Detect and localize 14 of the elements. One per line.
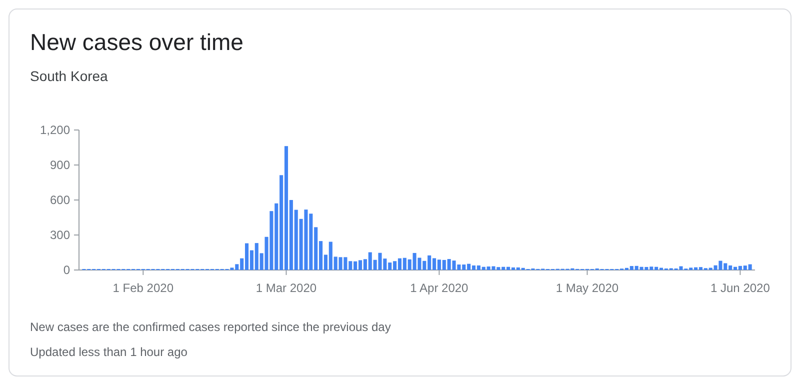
text: Updated less than 1 hour ago	[30, 345, 188, 359]
x-tick-label: 1 Mar 2020	[256, 281, 317, 295]
chart-title: New cases over time	[30, 29, 244, 55]
y-tick-label: 900	[50, 158, 70, 172]
chart-subtitle: South Korea	[30, 68, 108, 84]
x-tick-label: 1 Apr 2020	[410, 281, 469, 295]
x-tick-label: 1 May 2020	[556, 281, 619, 295]
x-tick-label: 1 Jun 2020	[710, 281, 770, 295]
y-tick-label: 600	[50, 193, 70, 208]
y-tick-label: 0	[63, 263, 70, 278]
text: New cases are the confirmed cases reported since the previous day	[30, 320, 391, 334]
y-tick-label: 1,200	[40, 123, 70, 138]
y-tick-label: 300	[50, 228, 70, 242]
x-tick-label: 1 Feb 2020	[112, 281, 174, 295]
